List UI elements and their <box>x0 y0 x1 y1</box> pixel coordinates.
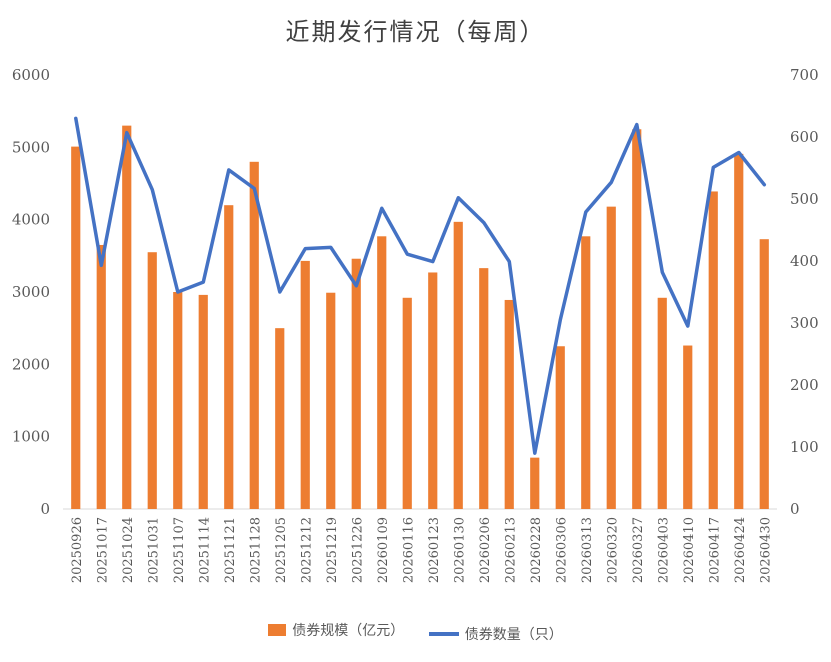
series-line <box>74 116 767 455</box>
x-tick-label: 20251031 <box>146 517 161 583</box>
bar <box>708 191 718 509</box>
y-right-tick-label: 500 <box>790 190 819 208</box>
x-tick-label: 20251017 <box>95 517 110 583</box>
legend: 债券规模（亿元） 债券数量（只） <box>0 620 831 644</box>
x-tick-label: 20260320 <box>605 517 620 583</box>
bar <box>377 236 387 509</box>
legend-item-line: 债券数量（只） <box>428 624 563 644</box>
x-tick-label: 20260403 <box>656 517 671 583</box>
x-tick-label: 20260430 <box>758 517 773 583</box>
y-right-tick-label: 600 <box>790 128 819 146</box>
y-left-tick-label: 2000 <box>12 355 50 373</box>
bar <box>122 125 132 509</box>
y-left-tick-label: 6000 <box>12 66 50 84</box>
x-tick-label: 20251212 <box>299 517 314 583</box>
y-right-tick-label: 400 <box>790 252 819 270</box>
x-tick-label: 20251024 <box>121 517 136 583</box>
bar <box>173 292 183 509</box>
x-tick-label: 20251114 <box>197 517 212 583</box>
bar <box>479 268 489 509</box>
bar <box>402 297 412 509</box>
legend-item-bar: 债券规模（亿元） <box>268 620 404 640</box>
legend-bar-swatch <box>268 624 287 636</box>
bar <box>504 299 514 509</box>
chart-title: 近期发行情况（每周） <box>285 18 546 46</box>
x-tick-label: 20260123 <box>427 517 442 583</box>
x-tick-label: 20260417 <box>707 517 722 583</box>
x-tick-label: 20260228 <box>529 517 544 583</box>
bar <box>198 294 208 509</box>
x-tick-label: 20260424 <box>733 517 748 583</box>
x-tick-label: 20260109 <box>376 517 391 583</box>
x-tick-label: 20251128 <box>248 517 263 583</box>
y-right-tick-label: 700 <box>790 66 819 84</box>
bar <box>657 297 667 509</box>
bar <box>275 328 285 509</box>
legend-line-swatch <box>428 632 459 636</box>
legend-line-label: 债券数量（只） <box>464 627 563 643</box>
x-tick-label: 20260313 <box>580 517 595 583</box>
x-tick-label: 20260116 <box>401 517 416 583</box>
bar <box>428 272 438 509</box>
x-tick-label: 20251121 <box>223 517 238 583</box>
x-tick-label: 20260327 <box>631 517 646 583</box>
bar <box>96 244 106 509</box>
bar <box>555 346 565 509</box>
x-tick-label: 20260130 <box>452 517 467 583</box>
bar <box>326 292 336 509</box>
y-left-tick-label: 1000 <box>12 428 50 446</box>
bar <box>734 153 744 510</box>
bar <box>606 206 616 509</box>
bar <box>71 146 81 510</box>
y-right-tick-label: 200 <box>790 376 819 394</box>
y-right-tick-label: 100 <box>790 438 819 456</box>
bar <box>632 129 642 509</box>
y-right-tick-label: 0 <box>790 500 800 518</box>
bar <box>147 252 157 509</box>
x-tick-label: 20251226 <box>350 517 365 583</box>
bar <box>453 221 463 509</box>
bar <box>224 205 234 509</box>
bar <box>581 236 591 509</box>
x-tick-label: 20250926 <box>70 517 85 583</box>
x-tick-label: 20260206 <box>478 517 493 583</box>
x-tick-label: 20251205 <box>274 517 289 583</box>
x-tick-label: 20260410 <box>682 517 697 583</box>
x-tick-label: 20251107 <box>172 517 187 583</box>
bar <box>249 161 259 510</box>
y-left-tick-label: 5000 <box>12 138 50 156</box>
bar <box>683 345 693 509</box>
y-right-tick-label: 300 <box>790 314 819 332</box>
y-left-tick-label: 4000 <box>12 211 50 229</box>
y-left-tick-label: 0 <box>40 500 50 518</box>
y-left-tick-label: 3000 <box>12 283 50 301</box>
bar <box>530 457 540 509</box>
x-tick-label: 20260306 <box>554 517 569 583</box>
bar <box>351 258 361 509</box>
bar <box>300 260 310 509</box>
legend-bar-label: 债券规模（亿元） <box>292 623 405 639</box>
x-tick-label: 20251219 <box>325 517 340 583</box>
x-tick-label: 20260213 <box>503 517 518 583</box>
bar <box>759 239 769 510</box>
